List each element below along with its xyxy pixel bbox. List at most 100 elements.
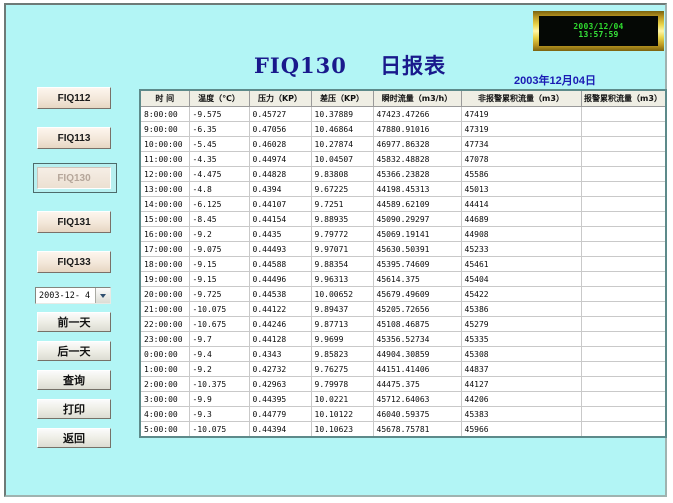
table-cell: 18:00:00 bbox=[141, 256, 190, 272]
date-select-value: 2003-12- 4 bbox=[39, 290, 91, 301]
table-cell: 22:00:00 bbox=[141, 316, 190, 332]
table-row[interactable]: 22:00:00 -10.675 0.44246 9.87713 45108.46875… bbox=[141, 316, 665, 332]
table-cell: 0.44538 bbox=[249, 286, 312, 302]
table-row[interactable]: 4:00:00 -9.3 0.44779 10.10122 46040.59375 453… bbox=[141, 406, 665, 422]
table-row[interactable]: 17:00:00 -9.075 0.44493 9.97071 45630.50391 4… bbox=[141, 241, 665, 257]
date-select[interactable]: 2003-12- 4 bbox=[35, 287, 111, 304]
table-cell bbox=[581, 256, 665, 272]
table-row[interactable]: 12:00:00 -4.475 0.44828 9.83808 45366.23828 4… bbox=[141, 166, 665, 182]
report-table: 时 间温度（℃） 压力（KP） 差压（KP） 瞬时流量（m3/h） 非报警累积流量（m3… bbox=[141, 91, 665, 439]
table-cell: 47319 bbox=[461, 121, 582, 137]
table-row[interactable]: 15:00:00 -8.45 0.44154 9.88935 45090.29297 44… bbox=[141, 211, 665, 227]
table-row[interactable]: 9:00:00 -6.35 0.47056 10.46864 47880.91016 47… bbox=[141, 121, 665, 137]
table-row[interactable]: 2:00:00 -10.375 0.42963 9.79978 44475.375 441… bbox=[141, 376, 665, 392]
sidebar-item-fiq112[interactable]: FIQ112 bbox=[37, 87, 111, 109]
table-row[interactable]: 5:00:00 -10.075 0.44394 10.10623 45678.75781… bbox=[141, 421, 665, 436]
table-row[interactable]: 16:00:00 -9.2 0.4435 9.79772 45069.19141 4490… bbox=[141, 226, 665, 242]
table-row[interactable]: 10:00:00 -5.45 0.46028 10.27874 46977.86328 4… bbox=[141, 136, 665, 152]
query-button[interactable]: 查询 bbox=[37, 370, 111, 390]
table-cell: 11:00:00 bbox=[141, 151, 190, 167]
table-cell: 3:00:00 bbox=[141, 391, 190, 407]
table-row[interactable]: 6:00:00-9.5250.4467710.0650745815.429694… bbox=[141, 437, 665, 439]
table-cell: 45678.75781 bbox=[373, 421, 462, 436]
table-cell: 9.96313 bbox=[311, 271, 374, 287]
table-column-header-2[interactable]: 压力（KP） bbox=[249, 91, 312, 107]
report-canvas: 2003/12/04 13:57:59 FIQ130 日报表 2003年12月0… bbox=[6, 5, 667, 495]
table-cell: 9.7251 bbox=[311, 196, 374, 212]
table-cell bbox=[581, 226, 665, 242]
previous-day-button[interactable]: 前一天 bbox=[37, 312, 111, 332]
table-row[interactable]: 18:00:00 -9.15 0.44588 9.88354 45395.74609 45… bbox=[141, 256, 665, 272]
table-cell: 45422 bbox=[461, 286, 582, 302]
table-row[interactable]: 21:00:00 -10.075 0.44122 9.89437 45205.72656… bbox=[141, 301, 665, 317]
table-cell bbox=[581, 241, 665, 257]
table-cell bbox=[581, 331, 665, 347]
table-cell: 45712.64063 bbox=[373, 391, 462, 407]
table-column-header-3[interactable]: 差压（KP） bbox=[311, 91, 374, 107]
table-cell: 45679.49609 bbox=[373, 286, 462, 302]
table-row[interactable]: 23:00:00 -9.7 0.44128 9.9699 45356.52734 4533… bbox=[141, 331, 665, 347]
table-cell: 47734 bbox=[461, 136, 582, 152]
sidebar-item-fiq130[interactable]: FIQ130 bbox=[37, 167, 111, 189]
table-row[interactable]: 1:00:00 -9.2 0.42732 9.76275 44151.41406 4483… bbox=[141, 361, 665, 377]
table-cell: 9.79772 bbox=[311, 226, 374, 242]
table-row[interactable]: 19:00:00 -9.15 0.44496 9.96313 45614.375 4540… bbox=[141, 271, 665, 287]
report-date-label: 2003年12月04日 bbox=[514, 75, 596, 87]
table-column-header-1[interactable]: 温度（℃） bbox=[189, 91, 250, 107]
table-cell: 1:00:00 bbox=[141, 361, 190, 377]
table-cell bbox=[581, 391, 665, 407]
table-cell: 0.44496 bbox=[249, 271, 312, 287]
table-cell: 45279 bbox=[461, 316, 582, 332]
table-cell: -4.8 bbox=[189, 181, 250, 197]
table-column-header-4[interactable]: 瞬时流量（m3/h） bbox=[373, 91, 462, 107]
table-cell: 44198.45313 bbox=[373, 181, 462, 197]
table-cell bbox=[581, 271, 665, 287]
sidebar-item-fiq131[interactable]: FIQ131 bbox=[37, 211, 111, 233]
table-row[interactable]: 0:00:00 -9.4 0.4343 9.85823 44904.30859 45308 bbox=[141, 346, 665, 362]
table-cell: 10.37889 bbox=[311, 106, 374, 122]
table-cell: 44689 bbox=[461, 211, 582, 227]
table-cell: 9.76275 bbox=[311, 361, 374, 377]
clock-time-text: 13:57:59 bbox=[578, 30, 619, 39]
next-day-button[interactable]: 后一天 bbox=[37, 341, 111, 361]
table-cell: 12:00:00 bbox=[141, 166, 190, 182]
table-column-header-0[interactable]: 时 间 bbox=[141, 91, 190, 107]
lcd-clock-screen: 2003/12/04 13:57:59 bbox=[539, 16, 658, 46]
table-cell: 9.67225 bbox=[311, 181, 374, 197]
table-cell: 46977.86328 bbox=[373, 136, 462, 152]
table-row[interactable]: 8:00:00 -9.575 0.45727 10.37889 47423.47266 4… bbox=[141, 106, 665, 122]
print-button[interactable]: 打印 bbox=[37, 399, 111, 419]
report-table-frame[interactable]: 时 间温度（℃） 压力（KP） 差压（KP） 瞬时流量（m3/h） 非报警累积流量（m3… bbox=[139, 89, 667, 438]
sidebar-item-fiq113[interactable]: FIQ113 bbox=[37, 127, 111, 149]
table-row[interactable]: 11:00:00 -4.35 0.44974 10.04507 45832.48828 4… bbox=[141, 151, 665, 167]
table-cell bbox=[581, 136, 665, 152]
back-button[interactable]: 返回 bbox=[37, 428, 111, 448]
table-cell: 9.88935 bbox=[311, 211, 374, 227]
table-cell: 47880.91016 bbox=[373, 121, 462, 137]
table-cell: 45461 bbox=[461, 256, 582, 272]
table-row[interactable]: 13:00:00 -4.8 0.4394 9.67225 44198.45313 4501… bbox=[141, 181, 665, 197]
table-cell: 47419 bbox=[461, 106, 582, 122]
table-cell: 45815.42969 bbox=[373, 437, 461, 439]
application-window: 2003/12/04 13:57:59 FIQ130 日报表 2003年12月0… bbox=[4, 3, 667, 497]
table-cell: 13:00:00 bbox=[141, 181, 190, 197]
table-column-header-5[interactable]: 非报警累积流量（m3） bbox=[461, 91, 582, 107]
table-cell: -9.725 bbox=[189, 286, 250, 302]
table-cell: 45776 bbox=[461, 437, 581, 439]
table-cell: 0.44394 bbox=[249, 421, 312, 436]
table-row[interactable]: 20:00:00 -9.725 0.44538 10.00652 45679.49609… bbox=[141, 286, 665, 302]
table-cell: -9.525 bbox=[189, 437, 249, 439]
table-cell: 46040.59375 bbox=[373, 406, 462, 422]
table-cell: 0.44974 bbox=[249, 151, 312, 167]
table-cell bbox=[581, 421, 665, 436]
table-cell: -9.075 bbox=[189, 241, 250, 257]
table-cell: 45966 bbox=[461, 421, 582, 436]
sidebar-item-fiq133[interactable]: FIQ133 bbox=[37, 251, 111, 273]
table-cell: 16:00:00 bbox=[141, 226, 190, 242]
table-cell bbox=[581, 121, 665, 137]
table-cell: 44475.375 bbox=[373, 376, 462, 392]
chevron-down-icon[interactable] bbox=[95, 288, 110, 303]
table-row[interactable]: 14:00:00 -6.125 0.44107 9.7251 44589.62109 44… bbox=[141, 196, 665, 212]
table-column-header-6[interactable]: 报警累积流量（m3） bbox=[581, 91, 665, 107]
table-row[interactable]: 3:00:00 -9.9 0.44395 10.0221 45712.64063 4420… bbox=[141, 391, 665, 407]
